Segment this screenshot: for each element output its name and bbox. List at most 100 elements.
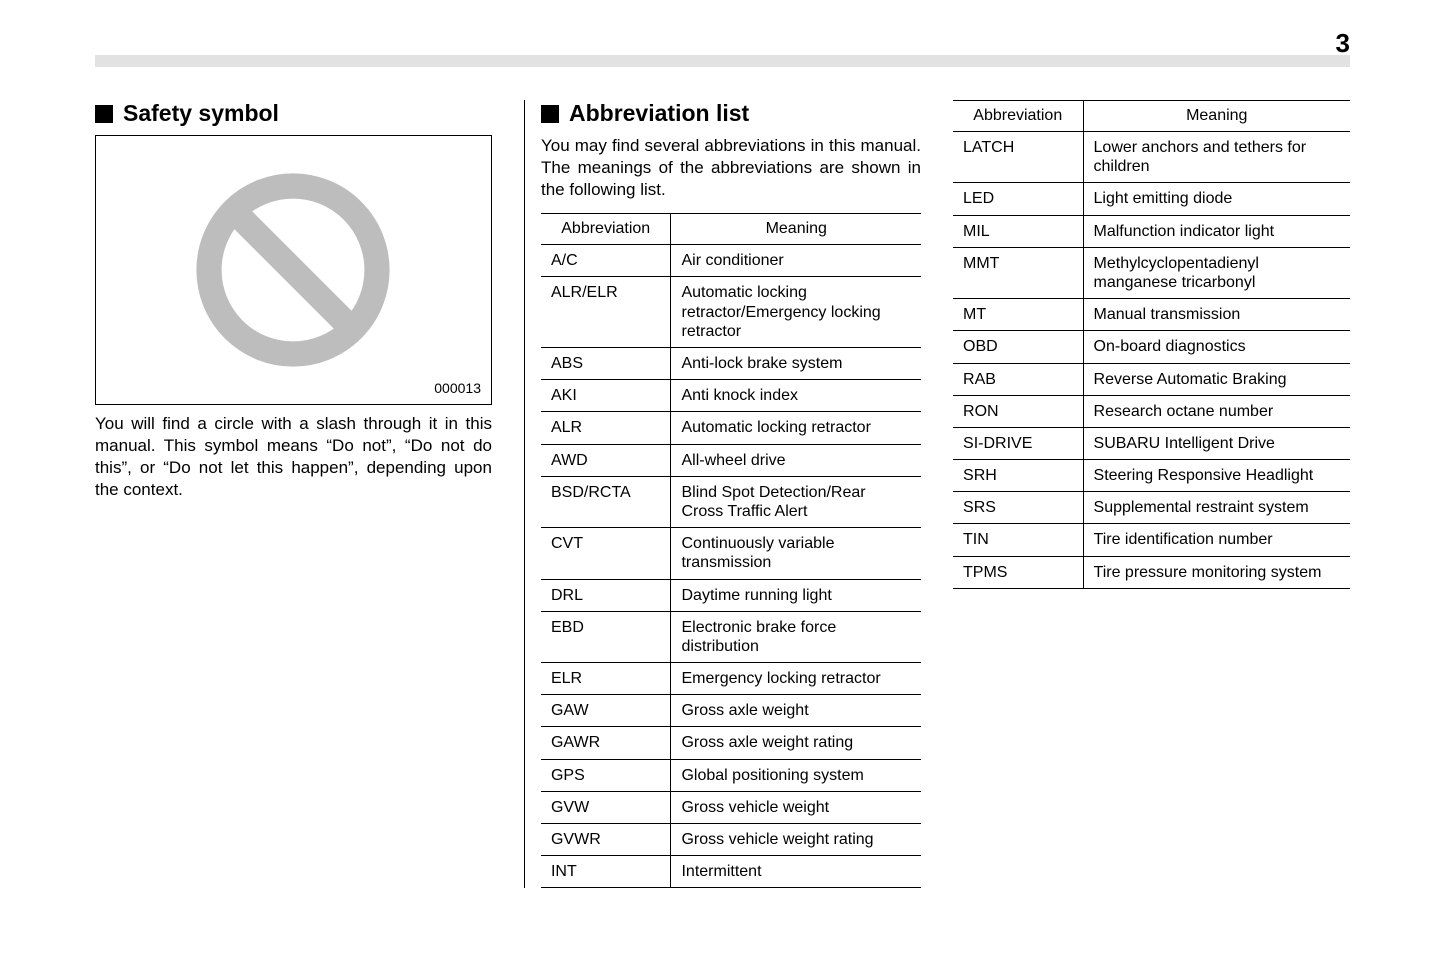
header-bar bbox=[95, 55, 1350, 67]
abbr-cell: GAWR bbox=[541, 727, 671, 759]
abbr-cell: ALR bbox=[541, 412, 671, 444]
abbr-cell: GVW bbox=[541, 791, 671, 823]
abbr-cell: AWD bbox=[541, 444, 671, 476]
col-header-abbr: Abbreviation bbox=[541, 214, 671, 245]
abbr-cell: SRS bbox=[953, 492, 1083, 524]
meaning-cell: SUBARU Intelligent Drive bbox=[1083, 427, 1350, 459]
table-row: SRSSupplemental restraint system bbox=[953, 492, 1350, 524]
col-abbreviation-list: Abbreviation list You may find several a… bbox=[524, 100, 921, 888]
abbr-cell: RON bbox=[953, 395, 1083, 427]
table-row: A/CAir conditioner bbox=[541, 245, 921, 277]
meaning-cell: Steering Responsive Headlight bbox=[1083, 460, 1350, 492]
abbr-cell: GPS bbox=[541, 759, 671, 791]
meaning-cell: Automatic locking retractor/Emergency lo… bbox=[671, 277, 921, 348]
content-area: Safety symbol 000013 You will find a cir… bbox=[95, 100, 1350, 888]
table-row: CVTContinuously variable transmission bbox=[541, 528, 921, 579]
symbol-image-id: 000013 bbox=[434, 380, 481, 396]
abbr-cell: MIL bbox=[953, 215, 1083, 247]
table-row: GAWRGross axle weight rating bbox=[541, 727, 921, 759]
table-row: TINTire identification number bbox=[953, 524, 1350, 556]
table-row: MTManual transmission bbox=[953, 299, 1350, 331]
table-row: ALR/ELRAutomatic locking retractor/Emerg… bbox=[541, 277, 921, 348]
abbr-cell: RAB bbox=[953, 363, 1083, 395]
symbol-box: 000013 bbox=[95, 135, 492, 405]
abbr-cell: LED bbox=[953, 183, 1083, 215]
meaning-cell: Continuously variable transmission bbox=[671, 528, 921, 579]
table-row: SRHSteering Responsive Headlight bbox=[953, 460, 1350, 492]
abbr-cell: AKI bbox=[541, 380, 671, 412]
abbr-cell: OBD bbox=[953, 331, 1083, 363]
meaning-cell: Global positioning system bbox=[671, 759, 921, 791]
meaning-cell: Tire identification number bbox=[1083, 524, 1350, 556]
meaning-cell: Gross axle weight rating bbox=[671, 727, 921, 759]
square-bullet-icon bbox=[95, 105, 113, 123]
table-row: ALRAutomatic locking retractor bbox=[541, 412, 921, 444]
table-row: GPSGlobal positioning system bbox=[541, 759, 921, 791]
abbreviation-table-2: Abbreviation Meaning LATCHLower anchors … bbox=[953, 100, 1350, 589]
heading-abbreviation-list: Abbreviation list bbox=[541, 100, 921, 127]
abbr-cell: GAW bbox=[541, 695, 671, 727]
meaning-cell: Anti-lock brake system bbox=[671, 348, 921, 380]
abbr-cell: ABS bbox=[541, 348, 671, 380]
meaning-cell: Reverse Automatic Braking bbox=[1083, 363, 1350, 395]
meaning-cell: Methylcyclopentadienyl manganese tricarb… bbox=[1083, 247, 1350, 298]
abbr-cell: DRL bbox=[541, 579, 671, 611]
meaning-cell: Gross axle weight bbox=[671, 695, 921, 727]
meaning-cell: Emergency locking retractor bbox=[671, 663, 921, 695]
meaning-cell: Gross vehicle weight bbox=[671, 791, 921, 823]
abbr-cell: CVT bbox=[541, 528, 671, 579]
col-header-meaning: Meaning bbox=[671, 214, 921, 245]
meaning-cell: Manual transmission bbox=[1083, 299, 1350, 331]
heading-abbreviation-list-text: Abbreviation list bbox=[569, 100, 749, 127]
table-row: DRLDaytime running light bbox=[541, 579, 921, 611]
table-row: SI-DRIVESUBARU Intelligent Drive bbox=[953, 427, 1350, 459]
abbr-cell: LATCH bbox=[953, 132, 1083, 183]
col-header-abbr: Abbreviation bbox=[953, 101, 1083, 132]
meaning-cell: Anti knock index bbox=[671, 380, 921, 412]
table-header-row: Abbreviation Meaning bbox=[953, 101, 1350, 132]
meaning-cell: Supplemental restraint system bbox=[1083, 492, 1350, 524]
meaning-cell: Gross vehicle weight rating bbox=[671, 824, 921, 856]
table-row: EBDElectronic brake force distribution bbox=[541, 611, 921, 662]
meaning-cell: Electronic brake force distribution bbox=[671, 611, 921, 662]
safety-symbol-description: You will find a circle with a slash thro… bbox=[95, 413, 492, 501]
abbr-cell: SI-DRIVE bbox=[953, 427, 1083, 459]
abbr-cell: A/C bbox=[541, 245, 671, 277]
abbreviation-table-1: Abbreviation Meaning A/CAir conditionerA… bbox=[541, 213, 921, 888]
table-row: LEDLight emitting diode bbox=[953, 183, 1350, 215]
meaning-cell: Air conditioner bbox=[671, 245, 921, 277]
meaning-cell: Light emitting diode bbox=[1083, 183, 1350, 215]
table-row: MILMalfunction indicator light bbox=[953, 215, 1350, 247]
square-bullet-icon bbox=[541, 105, 559, 123]
table-row: LATCHLower anchors and tethers for child… bbox=[953, 132, 1350, 183]
meaning-cell: Research octane number bbox=[1083, 395, 1350, 427]
meaning-cell: Automatic locking retractor bbox=[671, 412, 921, 444]
abbr-cell: SRH bbox=[953, 460, 1083, 492]
page-number: 3 bbox=[1336, 28, 1350, 59]
table-row: RONResearch octane number bbox=[953, 395, 1350, 427]
meaning-cell: Tire pressure monitoring system bbox=[1083, 556, 1350, 588]
abbr-cell: ALR/ELR bbox=[541, 277, 671, 348]
table-row: TPMSTire pressure monitoring system bbox=[953, 556, 1350, 588]
meaning-cell: On-board diagnostics bbox=[1083, 331, 1350, 363]
abbr-cell: INT bbox=[541, 856, 671, 888]
table-row: GVWGross vehicle weight bbox=[541, 791, 921, 823]
abbr-cell: ELR bbox=[541, 663, 671, 695]
meaning-cell: Blind Spot Detection/Rear Cross Traffic … bbox=[671, 476, 921, 527]
prohibition-icon bbox=[188, 165, 398, 375]
table-row: ABSAnti-lock brake system bbox=[541, 348, 921, 380]
col-header-meaning: Meaning bbox=[1083, 101, 1350, 132]
table-row: OBDOn-board diagnostics bbox=[953, 331, 1350, 363]
table-row: BSD/RCTABlind Spot Detection/Rear Cross … bbox=[541, 476, 921, 527]
table-header-row: Abbreviation Meaning bbox=[541, 214, 921, 245]
col-safety-symbol: Safety symbol 000013 You will find a cir… bbox=[95, 100, 492, 888]
table-row: INTIntermittent bbox=[541, 856, 921, 888]
abbr-cell: MMT bbox=[953, 247, 1083, 298]
table-row: MMTMethylcyclopentadienyl manganese tric… bbox=[953, 247, 1350, 298]
table-row: ELREmergency locking retractor bbox=[541, 663, 921, 695]
meaning-cell: Intermittent bbox=[671, 856, 921, 888]
abbr-cell: BSD/RCTA bbox=[541, 476, 671, 527]
heading-safety-symbol: Safety symbol bbox=[95, 100, 492, 127]
abbr-cell: GVWR bbox=[541, 824, 671, 856]
heading-safety-symbol-text: Safety symbol bbox=[123, 100, 279, 127]
